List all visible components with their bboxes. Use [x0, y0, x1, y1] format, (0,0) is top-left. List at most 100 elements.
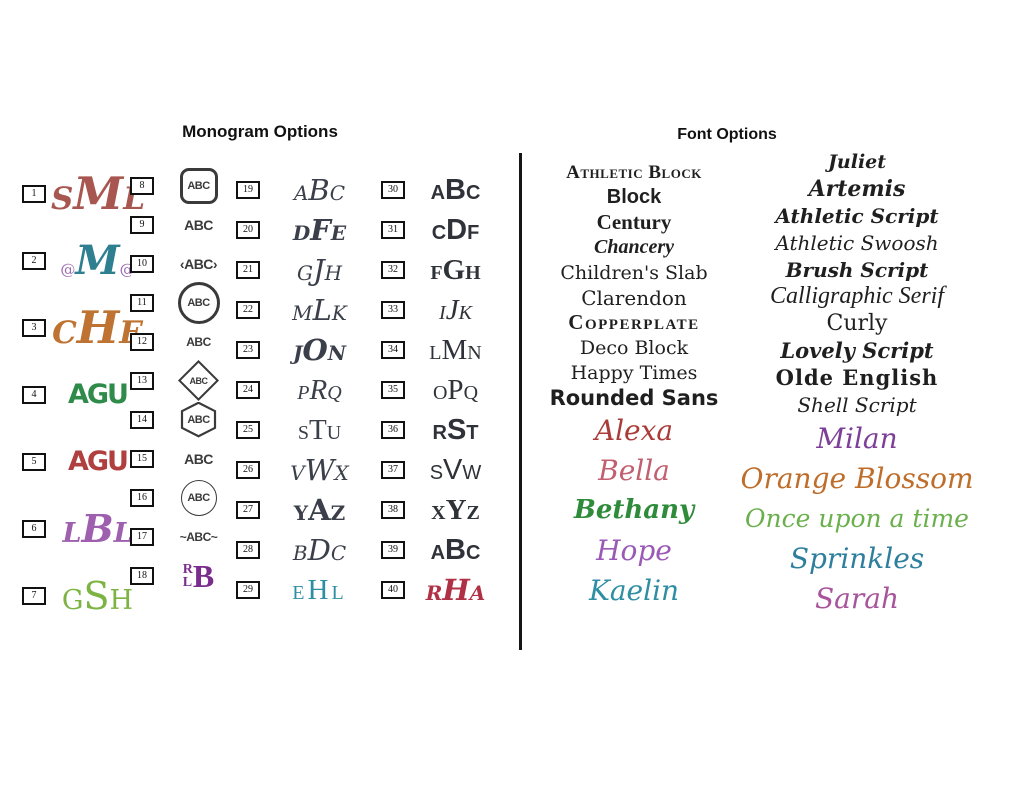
monogram-number: 32 — [381, 261, 405, 279]
font-option-row: Kaelin — [588, 573, 680, 607]
monogram-number: 27 — [236, 501, 260, 519]
monogram-option-row: 12 ABC — [130, 322, 238, 361]
swirl-ornament-icon: @ — [60, 259, 76, 278]
font-option-row: Bethany — [573, 495, 695, 525]
font-option-row: Bella — [598, 453, 670, 487]
monogram-number: 12 — [130, 332, 154, 351]
monogram-sample: YAZ — [293, 492, 346, 527]
monogram-options-title: Monogram Options — [182, 122, 338, 141]
monogram-number: 31 — [381, 221, 405, 239]
font-option-row: Sarah — [815, 581, 899, 615]
monogram-option-row: 14 ABC — [130, 400, 238, 439]
font-option-row: Lovely Script — [780, 338, 934, 363]
monogram-sample: ABC — [293, 172, 346, 207]
monogram-number: 26 — [236, 461, 260, 479]
monogram-letter: L — [182, 574, 193, 590]
font-option-row: Athletic Swoosh — [775, 230, 939, 255]
font-option-row: Sprinkles — [789, 541, 925, 575]
monogram-number: 8 — [130, 176, 154, 195]
bracketed-monogram-icon: ‹ABC› — [179, 255, 218, 272]
monogram-option-row: 5 AGU — [22, 428, 144, 495]
monogram-number: 13 — [130, 371, 154, 390]
monogram-number: 5 — [22, 452, 46, 471]
monogram-sample: MLK — [292, 292, 347, 327]
monogram-option-row: 39 ABC — [381, 530, 501, 570]
font-options-title: Font Options — [677, 126, 777, 143]
monogram-number: 17 — [130, 527, 154, 546]
monogram-sample: LBL — [62, 505, 133, 551]
monogram-option-row: 16 ABC — [130, 478, 238, 517]
monogram-number: 30 — [381, 181, 405, 199]
monogram-option-row: 40 RHA — [381, 570, 501, 610]
monogram-sample: ABC — [430, 533, 481, 566]
font-option-row: Milan — [816, 421, 898, 455]
monogram-column-4: 30 ABC 31 CDF 32 FGH 33 IJK 34 LMN 35 OP… — [381, 170, 501, 610]
font-option-row: Hope — [596, 533, 672, 567]
font-option-row: Clarendon — [581, 285, 687, 310]
diamond-letters-monogram-icon: ABC — [186, 334, 211, 349]
font-option-row: Happy Times — [570, 361, 698, 384]
monogram-number: 37 — [381, 461, 405, 479]
monogram-option-row: 25 STU — [236, 410, 374, 450]
monogram-number: 33 — [381, 301, 405, 319]
monogram-number: 10 — [130, 254, 154, 273]
monogram-option-row: 17 ~ABC~ — [130, 517, 238, 556]
font-option-row: Children's Slab — [560, 261, 708, 284]
monogram-number: 18 — [130, 566, 154, 585]
font-option-row: Athletic Script — [775, 203, 939, 228]
font-option-row: Artemis — [808, 175, 906, 202]
font-column-1: Athletic Block Block Century Chancery Ch… — [528, 160, 740, 610]
monogram-option-row: 32 FGH — [381, 250, 501, 290]
monogram-option-row: 7 GSH — [22, 562, 144, 629]
monogram-number: 23 — [236, 341, 260, 359]
monogram-letters: ABC — [187, 179, 210, 192]
monogram-letter: R — [182, 561, 193, 577]
monogram-sample: GSH — [61, 573, 134, 618]
monogram-sample: IJK — [439, 293, 472, 326]
monogram-sample: XYZ — [431, 493, 480, 526]
monogram-option-row: 9 ABC — [130, 205, 238, 244]
font-option-row: Athletic Block — [566, 161, 702, 183]
monogram-option-row: 20 DFE — [236, 210, 374, 250]
monogram-option-row: 33 IJK — [381, 290, 501, 330]
monogram-number: 3 — [22, 318, 46, 337]
monogram-option-row: 23 JON — [236, 330, 374, 370]
monogram-sample: RHA — [425, 572, 486, 607]
monogram-option-row: 15 ABC — [130, 439, 238, 478]
monogram-option-row: 21 GJH — [236, 250, 374, 290]
section-divider — [519, 153, 522, 650]
font-option-row: Alexa — [594, 413, 674, 447]
monogram-option-row: 24 PRQ — [236, 370, 374, 410]
font-column-2: Juliet Artemis Athletic Script Athletic … — [741, 148, 974, 618]
monogram-number: 36 — [381, 421, 405, 439]
font-option-row: Deco Block — [579, 336, 689, 359]
monogram-option-row: 29 EHL — [236, 570, 374, 610]
flourish-monogram-icon: ~ABC~ — [179, 529, 218, 544]
monogram-option-row: 13 ABC — [130, 359, 238, 402]
monogram-number: 38 — [381, 501, 405, 519]
monogram-number: 14 — [130, 410, 154, 429]
monogram-option-row: 37 SVW — [381, 450, 501, 490]
monogram-number: 39 — [381, 541, 405, 559]
monogram-column-3: 19 ABC 20 DFE 21 GJH 22 MLK 23 JON 24 PR… — [236, 170, 374, 610]
monogram-letter: M — [75, 236, 120, 284]
monogram-option-row: 22 MLK — [236, 290, 374, 330]
monogram-option-row: 8 ABC — [130, 166, 238, 205]
monogram-column-2: 8 ABC 9 ABC 10 ‹ABC› 11 ABC 12 ABC 13 AB… — [130, 166, 238, 595]
monogram-option-row: 19 ABC — [236, 170, 374, 210]
monogram-letters: ABC — [189, 375, 208, 386]
monogram-number: 34 — [381, 341, 405, 359]
roundrect-monogram-icon: ABC — [179, 167, 218, 204]
monogram-option-row: 36 RST — [381, 410, 501, 450]
font-option-row: Curly — [826, 311, 888, 336]
monogram-option-row: 27 YAZ — [236, 490, 374, 530]
monogram-sample: STU — [297, 413, 342, 446]
monogram-sample: RST — [432, 413, 479, 446]
monogram-letters: ABC — [187, 413, 210, 426]
monogram-letters: ABC — [187, 296, 210, 309]
monogram-sample: EHL — [292, 573, 347, 606]
monogram-number: 16 — [130, 488, 154, 507]
monogram-number: 11 — [130, 293, 154, 312]
